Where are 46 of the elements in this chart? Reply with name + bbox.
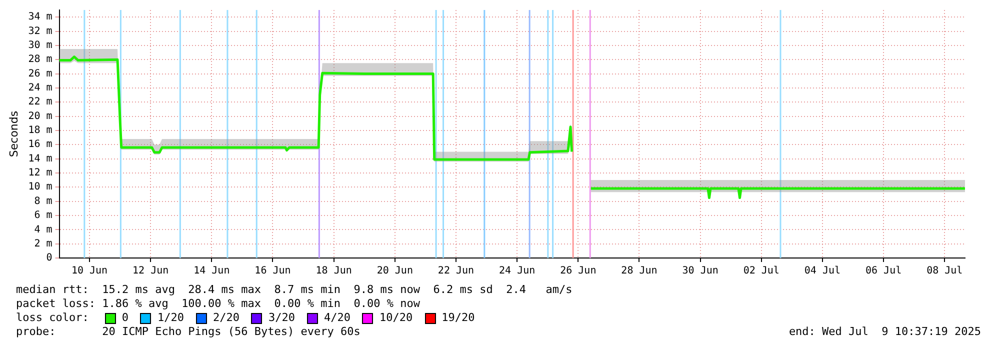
y-tick-label: 18 m xyxy=(28,125,52,136)
x-tick-label: 26 Jun xyxy=(560,266,596,277)
y-tick-label: 12 m xyxy=(28,168,52,179)
legend-label: 19/20 xyxy=(442,311,475,325)
x-tick-label: 14 Jun xyxy=(194,266,230,277)
x-tick-label: 16 Jun xyxy=(254,266,291,277)
text: probe: 20 ICMP Echo Pings (56 Bytes) every 60s xyxy=(16,325,360,339)
legend-label: 1/20 xyxy=(157,311,184,325)
x-tick-label: 28 Jun xyxy=(621,266,658,277)
y-tick-label: 30 m xyxy=(28,40,52,52)
text: end: Wed Jul 9 10:37:19 2025 xyxy=(788,325,981,339)
y-tick-label: 16 m xyxy=(28,139,52,150)
x-tick-label: 02 Jul xyxy=(743,266,780,277)
x-tick-label: 20 Jun xyxy=(376,266,413,277)
x-tick-label: 06 Jul xyxy=(865,266,902,277)
x-tick-label: 12 Jun xyxy=(132,266,169,277)
y-tick-label: 0 xyxy=(46,252,52,264)
x-tick-label: 22 Jun xyxy=(438,266,474,277)
y-tick-label: 6 m xyxy=(34,210,52,222)
y-axis-title: Seconds xyxy=(7,110,20,158)
legend-label: 3/20 xyxy=(268,311,295,325)
y-tick-label: 20 m xyxy=(28,110,52,122)
legend-label: 10/20 xyxy=(379,311,413,325)
y-tick-label: 4 m xyxy=(34,224,52,236)
x-tick-label: 08 Jul xyxy=(926,266,963,277)
x-tick-label: 10 Jun xyxy=(71,266,108,277)
y-tick-label: 2 m xyxy=(34,238,52,250)
x-tick-label: 18 Jun xyxy=(316,266,352,277)
y-tick-label: 32 m xyxy=(28,26,52,37)
y-tick-label: 24 m xyxy=(28,82,52,94)
y-tick-label: 8 m xyxy=(34,196,52,207)
y-tick-label: 10 m xyxy=(28,182,52,193)
x-tick-label: 24 Jun xyxy=(499,266,536,277)
legend-label: 0 xyxy=(122,311,128,325)
x-tick-label: 04 Jul xyxy=(804,266,841,277)
y-tick-label: 34 m xyxy=(28,12,52,23)
y-tick-label: 26 m xyxy=(28,68,52,80)
text: median rtt: 15.2 ms avg 28.4 ms max 8.7 ms min 9.8 ms now 6.2 ms sd 2.4 am/s xyxy=(16,283,574,297)
y-tick-label: 14 m xyxy=(28,153,52,164)
y-tick-label: 22 m xyxy=(28,96,52,108)
x-tick-label: 30 Jun xyxy=(682,266,718,277)
legend-label: 4/20 xyxy=(324,311,350,325)
legend-label: 2/20 xyxy=(212,311,240,325)
legend-title: loss color: xyxy=(16,311,89,325)
y-tick-label: 28 m xyxy=(28,54,52,66)
text: packet loss: 1.86 % avg 100.00 % max 0.00 % min 0.00 % now xyxy=(16,297,421,311)
